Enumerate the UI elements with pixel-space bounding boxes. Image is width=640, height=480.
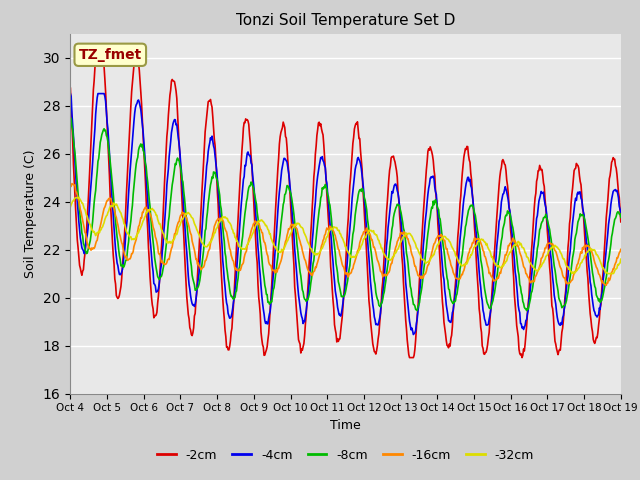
Legend: -2cm, -4cm, -8cm, -16cm, -32cm: -2cm, -4cm, -8cm, -16cm, -32cm — [152, 444, 539, 467]
Text: TZ_fmet: TZ_fmet — [79, 48, 142, 62]
Title: Tonzi Soil Temperature Set D: Tonzi Soil Temperature Set D — [236, 13, 455, 28]
X-axis label: Time: Time — [330, 419, 361, 432]
Y-axis label: Soil Temperature (C): Soil Temperature (C) — [24, 149, 37, 278]
